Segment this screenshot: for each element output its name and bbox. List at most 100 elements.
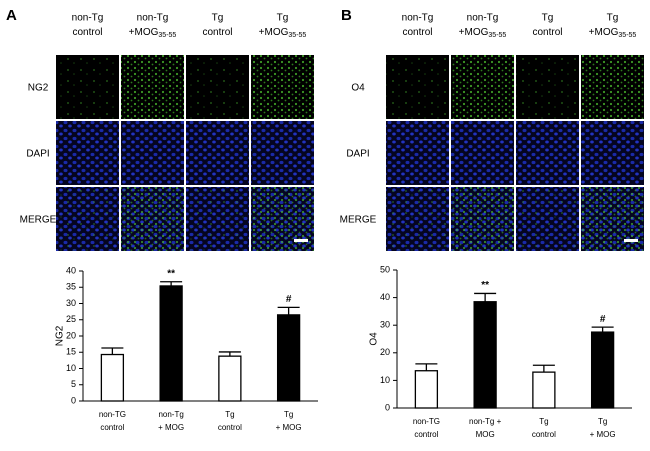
x-tick-label: + MOG bbox=[590, 430, 616, 439]
column-header-sub: 35-55 bbox=[288, 32, 306, 39]
column-header-text: control bbox=[402, 27, 432, 38]
column-header: Tg bbox=[277, 13, 289, 24]
x-tick-label: Tg bbox=[225, 410, 234, 419]
column-header: +MOG35-55 bbox=[589, 27, 637, 39]
panel-letter: A bbox=[6, 7, 17, 24]
micrograph-signal bbox=[386, 55, 449, 119]
column-header: non-Tg bbox=[72, 13, 104, 24]
y-tick-label: 20 bbox=[380, 347, 390, 357]
row-label: MERGE bbox=[340, 215, 377, 226]
micrograph bbox=[451, 121, 514, 185]
bar bbox=[159, 285, 183, 402]
bar bbox=[414, 370, 439, 409]
micrograph-signal bbox=[186, 55, 249, 119]
column-header: Tg bbox=[607, 13, 619, 24]
column-header: non-Tg bbox=[402, 13, 434, 24]
column-header: non-Tg bbox=[467, 13, 499, 24]
micrograph bbox=[581, 121, 644, 185]
scale-bar bbox=[624, 239, 638, 242]
x-tick-label: + MOG bbox=[158, 423, 184, 432]
scale-bar bbox=[294, 239, 308, 242]
column-header-sub: 35-55 bbox=[488, 32, 506, 39]
column-header: control bbox=[532, 27, 562, 38]
micrograph-signal bbox=[451, 55, 514, 119]
significance-label: ** bbox=[167, 268, 175, 279]
significance-label: # bbox=[286, 294, 292, 305]
x-tick-label: non-Tg + bbox=[469, 417, 502, 426]
micrograph-signal bbox=[581, 55, 644, 119]
x-tick-label: control bbox=[532, 430, 556, 439]
y-tick-label: 40 bbox=[380, 292, 390, 302]
micrograph bbox=[516, 121, 579, 185]
column-header: Tg bbox=[212, 13, 224, 24]
bar bbox=[100, 353, 125, 402]
x-tick-label: non-TG bbox=[413, 417, 440, 426]
x-tick-label: non-TG bbox=[99, 410, 126, 419]
y-tick-label: 35 bbox=[66, 282, 76, 292]
significance-label: # bbox=[600, 314, 606, 325]
micrograph bbox=[56, 121, 119, 185]
y-tick-label: 15 bbox=[66, 347, 76, 357]
bar bbox=[532, 371, 556, 409]
x-tick-label: Tg bbox=[539, 417, 548, 426]
column-header: control bbox=[202, 27, 232, 38]
column-header-sub: 35-55 bbox=[618, 32, 636, 39]
panel-letter: B bbox=[341, 7, 352, 24]
y-tick-label: 0 bbox=[71, 395, 76, 405]
y-tick-label: 50 bbox=[380, 264, 390, 274]
column-header-text: control bbox=[532, 27, 562, 38]
micrograph bbox=[386, 121, 449, 185]
micrograph-signal bbox=[451, 187, 514, 251]
column-header: +MOG35-55 bbox=[129, 27, 177, 39]
y-tick-label: 40 bbox=[66, 265, 76, 275]
y-tick-label: 0 bbox=[385, 402, 390, 412]
x-tick-label: Tg bbox=[598, 417, 607, 426]
column-header: non-Tg bbox=[137, 13, 169, 24]
column-header-text: +MOG bbox=[459, 27, 489, 38]
y-tick-label: 30 bbox=[66, 298, 76, 308]
micrograph-signal bbox=[516, 55, 579, 119]
bar bbox=[473, 301, 497, 409]
micrograph-signal bbox=[186, 187, 249, 251]
x-tick-label: control bbox=[414, 430, 438, 439]
column-header-text: control bbox=[72, 27, 102, 38]
bar bbox=[590, 331, 615, 409]
column-header: control bbox=[72, 27, 102, 38]
micrograph-signal bbox=[251, 55, 314, 119]
column-header: +MOG35-55 bbox=[259, 27, 307, 39]
column-header: +MOG35-55 bbox=[459, 27, 507, 39]
bar bbox=[218, 355, 242, 402]
row-label: DAPI bbox=[346, 149, 369, 160]
significance-label: ** bbox=[481, 280, 489, 291]
y-axis-label: NG2 bbox=[55, 325, 66, 346]
bar bbox=[276, 314, 301, 402]
row-label: MERGE bbox=[20, 215, 57, 226]
column-header-text: control bbox=[202, 27, 232, 38]
y-axis-label: O4 bbox=[369, 332, 380, 346]
y-tick-label: 30 bbox=[380, 320, 390, 330]
micrograph-signal bbox=[56, 187, 119, 251]
micrograph-signal bbox=[56, 55, 119, 119]
row-label: O4 bbox=[351, 83, 365, 94]
micrograph-signal bbox=[121, 187, 184, 251]
row-label: NG2 bbox=[28, 83, 49, 94]
x-tick-label: control bbox=[218, 423, 242, 432]
x-tick-label: Tg bbox=[284, 410, 293, 419]
micrograph bbox=[186, 121, 249, 185]
column-header-text: +MOG bbox=[129, 27, 159, 38]
x-tick-label: + MOG bbox=[276, 423, 302, 432]
y-tick-label: 5 bbox=[71, 379, 76, 389]
x-tick-label: MOG bbox=[476, 430, 495, 439]
micrograph bbox=[251, 121, 314, 185]
micrograph-signal bbox=[386, 187, 449, 251]
micrograph bbox=[121, 121, 184, 185]
y-tick-label: 10 bbox=[380, 375, 390, 385]
column-header: control bbox=[402, 27, 432, 38]
column-header: Tg bbox=[542, 13, 554, 24]
y-tick-label: 10 bbox=[66, 363, 76, 373]
column-header-text: +MOG bbox=[259, 27, 289, 38]
y-tick-label: 20 bbox=[66, 330, 76, 340]
y-tick-label: 25 bbox=[66, 314, 76, 324]
